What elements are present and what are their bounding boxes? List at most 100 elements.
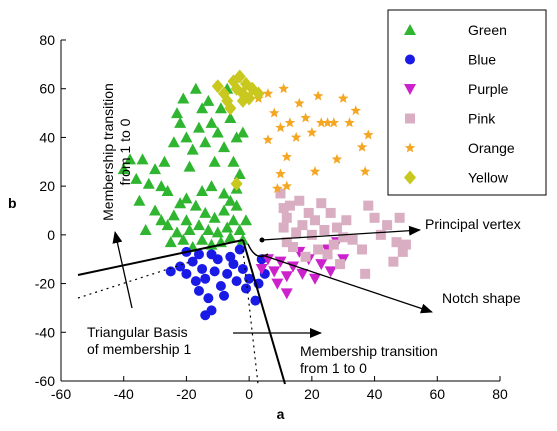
pink-point [322,249,333,260]
pink-point [331,222,342,233]
green-point [186,143,199,155]
purple-point [280,271,293,283]
green-point [230,131,243,143]
transition-boundary-dotted [242,249,259,385]
annotation-membership-transition-vertical-line: from 1 to 0 [117,118,133,185]
green-point [180,214,193,226]
pink-point [388,256,399,267]
purple-point [261,254,274,266]
basis-edge-left [77,239,244,276]
annotation-triangular-basis-line: of membership 1 [87,341,191,357]
purple-point [308,273,321,285]
green-point [189,199,202,211]
green-point [130,172,143,184]
pink-point [313,244,324,255]
y-tick-label: 40 [39,129,55,145]
green-point [142,177,155,189]
yellow-point [211,79,224,94]
pink-point [397,246,408,257]
annotation-notch-shape-line: Notch shape [442,290,521,306]
legend-pink-marker [405,113,415,124]
legend-blue-marker [405,54,415,65]
notch-shape-arrow [261,254,433,314]
green-point [174,197,187,209]
annotation-overlay: Membership transition from 1 to 0 Triangul… [77,83,521,385]
blue-point [203,293,214,304]
orange-point [309,166,321,176]
pink-point [357,244,368,255]
orange-point [281,151,292,162]
legend-label-pink: Pink [468,111,496,127]
pink-point [375,229,386,240]
green-point [202,223,215,235]
green-point [171,107,184,119]
purple-point [268,266,281,278]
annotation-notch-shape: Notch shape [442,290,521,306]
blue-point [215,281,226,292]
green-point [208,155,221,167]
orange-point [284,117,296,128]
orange-point [344,117,355,128]
green-point [155,180,168,192]
green-point [240,214,253,226]
green-point [117,163,130,175]
pink-point [284,200,295,211]
green-point [180,192,193,204]
blue-point [200,273,211,284]
yellow-point [230,176,243,191]
pink-point [335,259,346,270]
purple-point [315,259,328,271]
pink-point [369,212,380,223]
legend-label-yellow: Yellow [468,170,509,186]
green-point [236,233,249,245]
transition-arrow-vertical [112,231,133,309]
orange-point [328,117,340,128]
green-point [158,155,171,167]
green-point [164,236,177,248]
pink-point [309,215,320,226]
green-point [205,180,218,192]
x-axis-label: a [277,406,285,422]
y-tick-label: 80 [39,32,55,48]
green-point [199,136,212,148]
green-point [161,219,174,231]
orange-point [337,92,349,103]
pink-point [316,198,327,209]
pink-point [338,232,349,243]
principal-vertex-arrow [261,225,421,241]
pink-point [306,229,317,240]
orange-point [294,97,305,108]
blue-point [197,263,208,274]
green-point [189,82,202,94]
blue-point [241,283,252,294]
green-point [177,233,190,245]
y-tick-label: 20 [39,178,55,194]
purple-point [271,278,284,290]
annotation-membership-transition-vertical: Membership transition from 1 to 0 [100,83,133,221]
data-points [117,69,411,321]
blue-point [187,256,198,267]
orange-point [272,183,283,194]
orange-point [290,131,302,142]
green-point [224,231,237,243]
green-point [171,226,184,238]
blue-point [190,276,201,287]
y-tick-label: -20 [35,276,55,292]
pink-point [328,239,339,250]
blue-point [206,249,217,260]
blue-point [219,290,230,301]
y-tick-label: 0 [47,227,55,243]
green-point [236,126,249,138]
green-point [218,141,231,153]
notch-curve [247,243,269,258]
pink-point [391,237,402,248]
yellow-point [252,86,265,101]
green-point [161,185,174,197]
legend-orange-marker [404,142,416,153]
blue-point [222,268,233,279]
legend-green-marker [404,24,416,35]
green-point [155,214,168,226]
green-point [230,199,243,211]
